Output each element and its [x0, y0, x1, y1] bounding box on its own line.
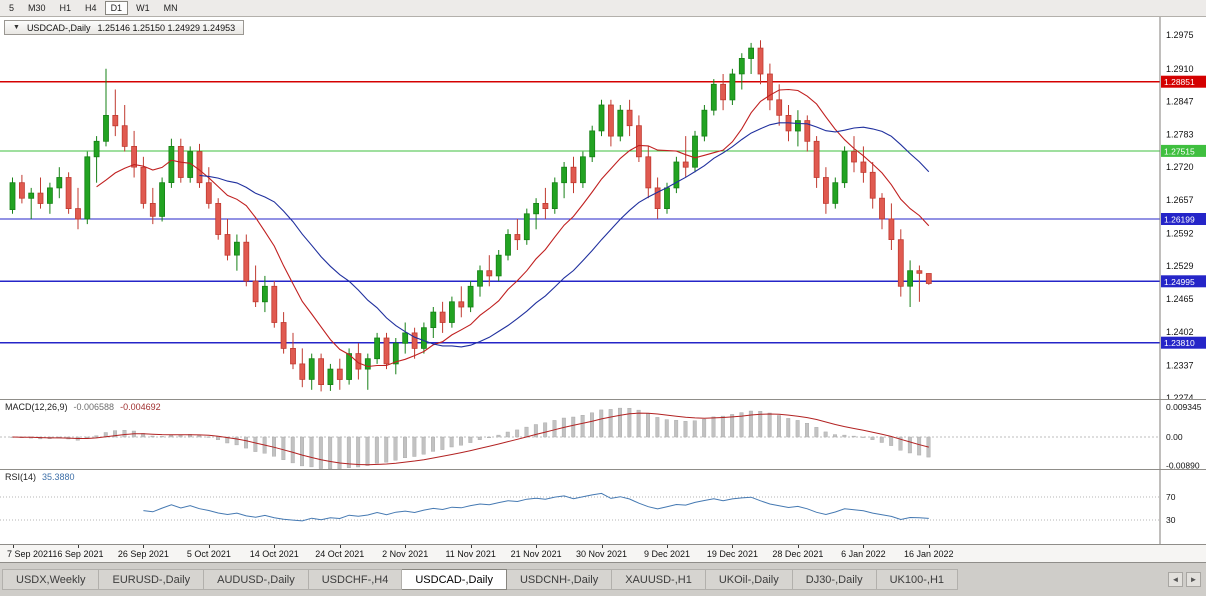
time-axis-tick: [928, 545, 930, 548]
one-click-trading-arrow-icon[interactable]: ▼: [13, 24, 20, 31]
chart-tabs-bar: USDX,Weekly EURUSD-,Daily AUDUSD-,Daily USD…: [0, 563, 1206, 596]
time-axis-tick: [732, 545, 734, 548]
time-axis-label: 19 Dec 2021: [706, 549, 758, 559]
time-axis-tick: [863, 545, 865, 548]
time-axis-label: 14 Oct 2021: [249, 549, 299, 559]
svg-text:1.2910: 1.2910: [1166, 64, 1194, 74]
time-axis-label: 16 Sep 2021: [52, 549, 104, 559]
time-axis-tick: [12, 545, 14, 548]
time-axis-tick: [797, 545, 799, 548]
rsi-chart[interactable]: 70 30: [0, 470, 1206, 545]
timeframe-toolbar: 5 M30 H1 H4 D1 W1 MN: [0, 0, 1206, 17]
macd-main-value: -0.006588: [73, 402, 115, 412]
timeframe-button-mn[interactable]: MN: [158, 1, 184, 15]
macd-signal-value: -0.004692: [120, 402, 161, 412]
chart-tabs: USDX,Weekly EURUSD-,Daily AUDUSD-,Daily USD…: [2, 569, 959, 590]
svg-text:1.26199: 1.26199: [1164, 215, 1195, 225]
svg-text:30: 30: [1166, 515, 1176, 525]
chart-tab-usdcnh-daily[interactable]: USDCNH-,Daily: [506, 569, 613, 590]
time-axis-label: 24 Oct 2021: [315, 549, 365, 559]
macd-panel[interactable]: 0.009345 0.00 -0.00890 MACD(12,26,9) -0.00…: [0, 400, 1206, 470]
chart-tab-eurusd-daily[interactable]: EURUSD-,Daily: [99, 569, 205, 590]
svg-text:1.2847: 1.2847: [1166, 96, 1194, 106]
rsi-value: 35.3880: [42, 472, 75, 482]
ohlc-values: 1.25146 1.25150 1.24929 1.24953: [97, 22, 236, 33]
svg-text:1.2657: 1.2657: [1166, 195, 1194, 205]
svg-text:1.2274: 1.2274: [1166, 393, 1194, 400]
timeframe-button-w1[interactable]: W1: [130, 1, 156, 15]
svg-text:1.2975: 1.2975: [1166, 30, 1194, 40]
time-axis-label: 6 Jan 2022: [841, 549, 886, 559]
time-axis-tick: [208, 545, 210, 548]
timeframe-button-m30[interactable]: M30: [22, 1, 52, 15]
macd-chart[interactable]: 0.009345 0.00 -0.00890: [0, 400, 1206, 470]
price-axis: 1.2975 1.2910 1.2847 1.2783 1.2720 1.2657 1.25…: [1159, 17, 1206, 400]
candles: [9, 40, 932, 392]
chart-tab-usdcad-daily[interactable]: USDCAD-,Daily: [402, 569, 507, 590]
svg-text:-0.00890: -0.00890: [1166, 461, 1200, 470]
tab-scroll-left-icon[interactable]: ◄: [1168, 572, 1183, 587]
svg-text:1.2529: 1.2529: [1166, 261, 1194, 271]
svg-text:1.27515: 1.27515: [1164, 146, 1195, 156]
time-axis-label: 26 Sep 2021: [117, 549, 169, 559]
svg-text:1.23810: 1.23810: [1164, 338, 1195, 348]
time-axis-label: 28 Dec 2021: [772, 549, 824, 559]
svg-text:0.009345: 0.009345: [1166, 402, 1202, 412]
symbol-info-bar[interactable]: ▼ USDCAD-,Daily 1.25146 1.25150 1.24929 …: [4, 20, 245, 35]
chart-tab-uk100-h1[interactable]: UK100-,H1: [876, 569, 959, 590]
time-axis-tick: [405, 545, 407, 548]
time-axis-tick: [274, 545, 276, 548]
price-chart[interactable]: 1.2975 1.2910 1.2847 1.2783 1.2720 1.2657 1.25…: [0, 17, 1206, 400]
svg-text:70: 70: [1166, 492, 1176, 502]
time-axis-tick: [536, 545, 538, 548]
svg-text:1.2783: 1.2783: [1166, 130, 1194, 140]
time-axis-label: 2 Nov 2021: [382, 549, 429, 559]
level-lines[interactable]: [0, 81, 1160, 344]
svg-text:1.28851: 1.28851: [1164, 77, 1195, 87]
svg-text:1.2337: 1.2337: [1166, 361, 1194, 371]
macd-label: MACD(12,26,9): [5, 402, 68, 412]
timeframe-button-d1[interactable]: D1: [104, 1, 129, 15]
svg-text:1.2720: 1.2720: [1166, 162, 1194, 172]
svg-text:1.2402: 1.2402: [1166, 327, 1194, 337]
tab-scroll-right-icon[interactable]: ►: [1186, 572, 1201, 587]
moving-average-lines: [96, 88, 930, 368]
macd-label-row: MACD(12,26,9) -0.006588 -0.004692: [5, 402, 161, 412]
time-axis-label: 30 Nov 2021: [576, 549, 628, 559]
timeframe-button-h4[interactable]: H4: [79, 1, 103, 15]
rsi-label: RSI(14): [5, 472, 37, 482]
price-chart-panel[interactable]: 1.2975 1.2910 1.2847 1.2783 1.2720 1.2657 1.25…: [0, 17, 1206, 400]
chart-tab-usdx-weekly[interactable]: USDX,Weekly: [2, 569, 100, 590]
svg-text:1.2592: 1.2592: [1166, 228, 1194, 238]
chart-tab-xauusd-h1[interactable]: XAUUSD-,H1: [612, 569, 706, 590]
time-axis-tick: [601, 545, 603, 548]
time-axis-label: 16 Jan 2022: [904, 549, 954, 559]
svg-text:1.24995: 1.24995: [1164, 277, 1195, 287]
symbol-title: USDCAD-,Daily: [26, 22, 91, 33]
time-axis: 7 Sep 2021 16 Sep 2021 26 Sep 2021 5 Oct 20…: [0, 545, 1206, 563]
chart-tab-audusd-daily[interactable]: AUDUSD-,Daily: [204, 569, 309, 590]
time-axis-label: 7 Sep 2021: [6, 549, 54, 559]
rsi-label-row: RSI(14) 35.3880: [5, 472, 75, 482]
rsi-panel[interactable]: 70 30 RSI(14) 35.3880: [0, 470, 1206, 545]
time-axis-label: 11 Nov 2021: [445, 549, 496, 559]
time-axis-tick: [470, 545, 472, 548]
svg-text:0.00: 0.00: [1166, 432, 1183, 442]
chart-tab-usdchf-h4[interactable]: USDCHF-,H4: [308, 569, 403, 590]
time-axis-tick: [77, 545, 79, 548]
time-axis-label: 21 Nov 2021: [510, 549, 562, 559]
time-axis-tick: [143, 545, 145, 548]
timeframe-button-5[interactable]: 5: [3, 1, 20, 15]
time-axis-label: 5 Oct 2021: [186, 549, 231, 559]
time-axis-tick: [339, 545, 341, 548]
svg-text:1.2465: 1.2465: [1166, 294, 1194, 304]
tab-scroll-controls: ◄ ►: [1168, 572, 1201, 587]
chart-tab-dj30-daily[interactable]: DJ30-,Daily: [792, 569, 877, 590]
time-axis-tick: [667, 545, 668, 548]
chart-tab-ukoil-daily[interactable]: UKOil-,Daily: [705, 569, 793, 590]
time-axis-label: 9 Dec 2021: [643, 549, 691, 559]
macd-histogram: [10, 407, 931, 469]
timeframe-button-h1[interactable]: H1: [54, 1, 78, 15]
